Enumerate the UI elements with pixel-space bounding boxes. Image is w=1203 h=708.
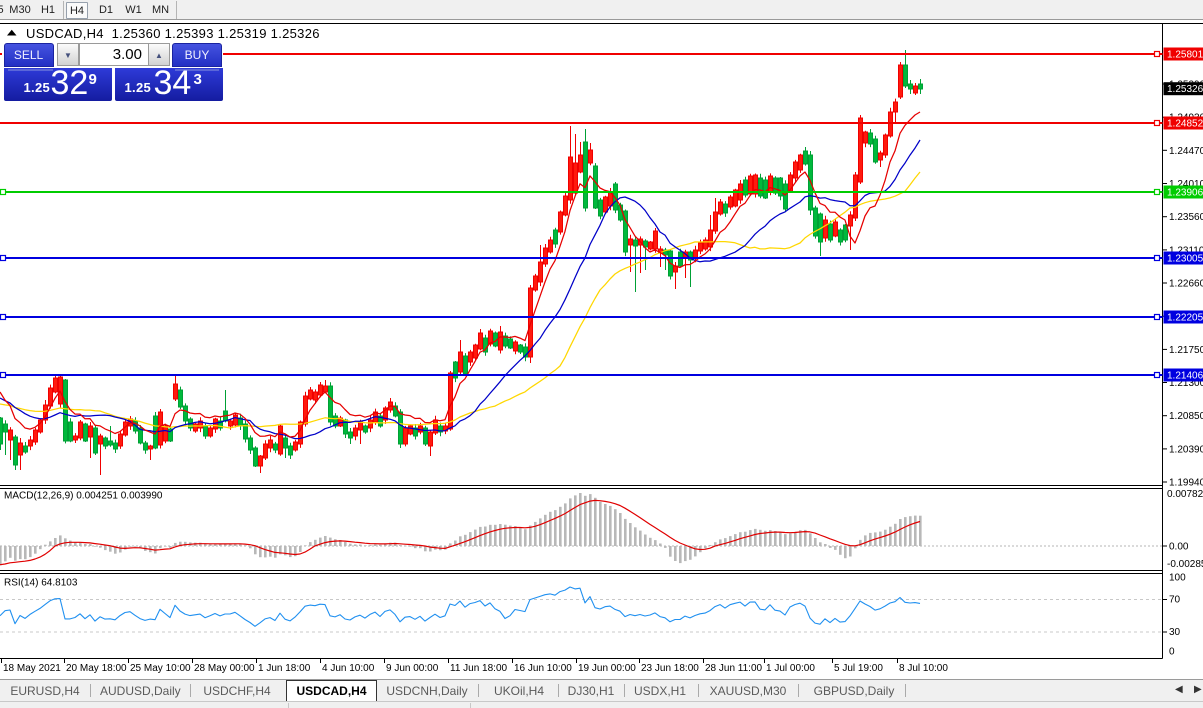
svg-text:30: 30	[1169, 627, 1181, 638]
svg-text:1.24470: 1.24470	[1169, 146, 1203, 157]
svg-text:28 May 00:00: 28 May 00:00	[194, 663, 255, 674]
svg-text:8 Jul 10:00: 8 Jul 10:00	[899, 663, 948, 674]
svg-text:25 May 10:00: 25 May 10:00	[130, 663, 191, 674]
svg-text:16 Jun 10:00: 16 Jun 10:00	[514, 663, 572, 674]
svg-text:4 Jun 10:00: 4 Jun 10:00	[322, 663, 375, 674]
svg-text:1 Jul 00:00: 1 Jul 00:00	[766, 663, 815, 674]
svg-text:1.22205: 1.22205	[1167, 313, 1203, 324]
svg-text:USDCAD,H4 1.25360 1.25393 1.2: USDCAD,H4 1.25360 1.25393 1.25319 1.2532…	[26, 26, 320, 41]
svg-text:28 Jun 11:00: 28 Jun 11:00	[705, 663, 763, 674]
svg-text:20 May 18:00: 20 May 18:00	[66, 663, 127, 674]
svg-text:1 Jun 18:00: 1 Jun 18:00	[258, 663, 311, 674]
svg-text:1.19940: 1.19940	[1169, 478, 1203, 489]
svg-text:18 May 2021: 18 May 2021	[3, 663, 61, 674]
svg-text:5 Jul 19:00: 5 Jul 19:00	[834, 663, 883, 674]
svg-text:70: 70	[1169, 595, 1181, 606]
svg-text:RSI(14) 64.8103: RSI(14) 64.8103	[4, 578, 78, 589]
svg-text:100: 100	[1169, 573, 1186, 584]
svg-text:11 Jun 18:00: 11 Jun 18:00	[450, 663, 508, 674]
svg-text:9 Jun 00:00: 9 Jun 00:00	[386, 663, 439, 674]
svg-text:1.20390: 1.20390	[1169, 444, 1203, 455]
svg-text:1.23560: 1.23560	[1169, 212, 1203, 223]
svg-text:1.25801: 1.25801	[1167, 50, 1203, 61]
svg-text:1.23110: 1.23110	[1169, 245, 1203, 256]
svg-text:1.25326: 1.25326	[1167, 84, 1203, 95]
svg-text:1.20850: 1.20850	[1169, 411, 1203, 422]
svg-text:0: 0	[1169, 647, 1175, 658]
svg-text:1.21406: 1.21406	[1167, 371, 1203, 382]
svg-text:-0.002859: -0.002859	[1167, 559, 1203, 570]
svg-text:0.007826: 0.007826	[1167, 489, 1203, 500]
svg-text:1.21300: 1.21300	[1169, 378, 1203, 389]
svg-text:19 Jun 00:00: 19 Jun 00:00	[578, 663, 636, 674]
svg-text:1.21750: 1.21750	[1169, 345, 1203, 356]
svg-text:0.00: 0.00	[1169, 542, 1189, 553]
svg-text:1.22660: 1.22660	[1169, 279, 1203, 290]
svg-text:1.23005: 1.23005	[1167, 254, 1203, 265]
svg-text:1.24852: 1.24852	[1167, 119, 1203, 130]
svg-text:1.23906: 1.23906	[1167, 188, 1203, 199]
svg-text:1.24010: 1.24010	[1169, 179, 1203, 190]
svg-text:MACD(12,26,9) 0.004251 0.00399: MACD(12,26,9) 0.004251 0.003990	[4, 491, 163, 502]
svg-text:23 Jun 18:00: 23 Jun 18:00	[641, 663, 699, 674]
